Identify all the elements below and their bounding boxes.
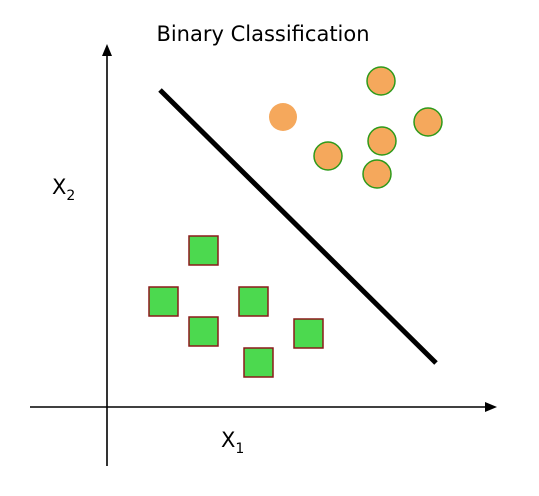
square-point (243, 347, 274, 378)
y-axis-arrowhead (102, 44, 112, 56)
circle-point (367, 126, 397, 156)
circle-class-points (269, 66, 443, 189)
circle-point (269, 103, 297, 131)
x-axis-label-base: X (221, 428, 235, 452)
y-axis-label: X2 (52, 175, 75, 204)
circle-point (313, 141, 343, 171)
square-class-points (148, 235, 324, 378)
square-point (238, 286, 269, 317)
square-point (188, 316, 219, 347)
y-axis-label-subscript: 2 (66, 188, 75, 204)
circle-point (413, 107, 443, 137)
circle-point (366, 66, 396, 96)
axes (30, 44, 497, 466)
x-axis-label: X1 (221, 428, 244, 457)
square-point (293, 318, 324, 349)
y-axis-label-base: X (52, 175, 66, 199)
circle-point (362, 159, 392, 189)
x-axis-label-subscript: 1 (235, 441, 244, 457)
square-point (148, 286, 179, 317)
decision-boundary-line (158, 88, 438, 365)
diagram-title: Binary Classification (156, 22, 369, 46)
square-point (188, 235, 219, 266)
x-axis-arrowhead (485, 402, 497, 412)
